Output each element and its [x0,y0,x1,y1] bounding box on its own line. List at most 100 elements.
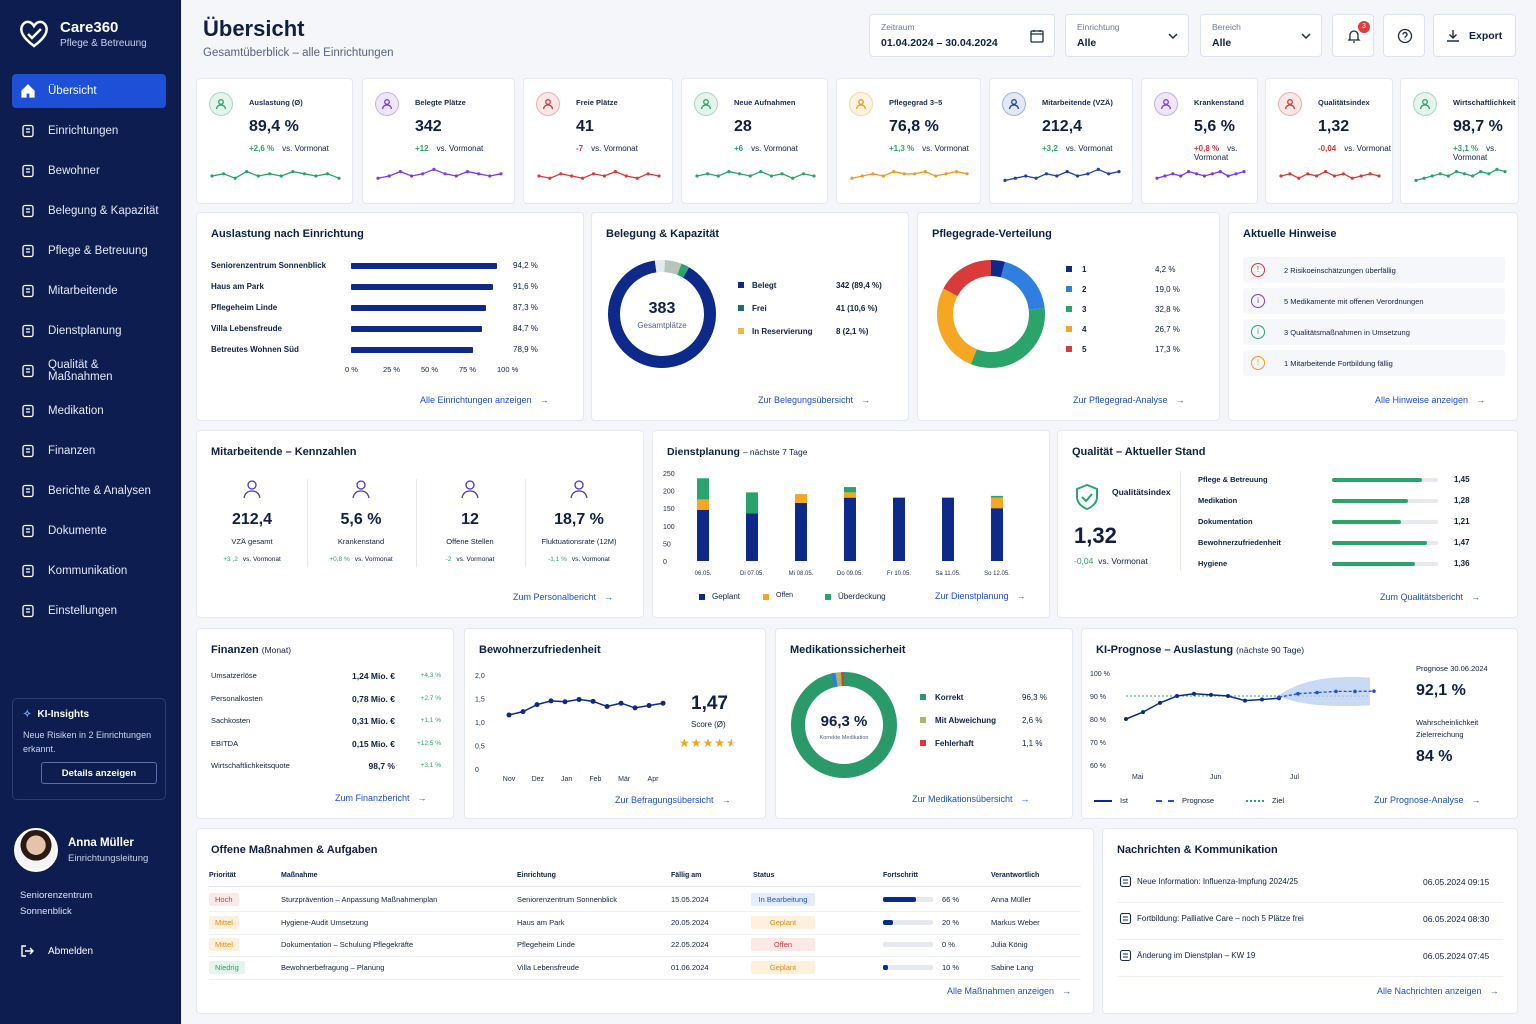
staff-kpi-value: 18,7 % [554,511,604,528]
help-icon [1397,28,1413,44]
sidebar-item-gear[interactable]: Einstellungen [12,594,166,628]
belegung-title: Belegung & Kapazität [606,228,720,240]
table-header: Maßnahme [281,872,318,879]
status-badge: In Bearbeitung [751,893,815,906]
sparkline-point [1034,176,1038,180]
kpi-card[interactable]: Freie Plätze 41 -7 vs. Vormonat [523,78,673,204]
logout-button[interactable]: Abmelden [20,944,93,958]
app-logo[interactable]: Care360 Pflege & Betreuung [18,18,147,50]
sidebar-item-shield[interactable]: Qualität & Maßnahmen [12,354,166,388]
sparkline-point [602,174,607,178]
message-item[interactable]: Änderung im Dienstplan – KW 19 06.05.2024… [1117,947,1503,977]
sidebar-item-building[interactable]: Einrichtungen [12,114,166,148]
table-row[interactable]: Mittel Dokumentation – Schulung Pflegekrä… [197,938,1087,958]
pflegegrade-link[interactable]: Zur Pflegegrad-Analyse → [1073,395,1185,405]
mitarbeitende-link[interactable]: Zum Personalbericht → [513,592,613,602]
hinweis-item[interactable]: ! 2 Risikoeinschätzungen überfällig [1243,257,1505,283]
legend-swatch [699,594,705,600]
belegung-link[interactable]: Zur Belegungsübersicht → [758,395,870,405]
sparkline-point [221,172,226,176]
notifications-button[interactable]: 3 [1332,14,1374,57]
sidebar-item-chat[interactable]: Kommunikation [12,554,166,588]
legend-value: 26,7 % [1155,325,1180,334]
kpi-card[interactable]: Neue Aufnahmen 28 +6 vs. Vormonat [681,78,828,204]
sidebar-item-label: Qualität & Maßnahmen [48,359,113,383]
sidebar-item-staff[interactable]: Mitarbeitende [12,274,166,308]
user-profile[interactable]: Anna Müller Einrichtungsleitung [14,828,148,872]
kpi-card[interactable]: Mitarbeitende (VZÄ) 212,4 +3,2 vs. Vormonat [989,78,1133,204]
bar-segment [893,497,905,561]
kpi-value: 41 [576,118,594,135]
hinweise-link[interactable]: Alle Hinweise anzeigen → [1375,395,1485,405]
kpi-card[interactable]: Auslastung (Ø) 89,4 % +2,6 % vs. Vormonat [196,78,353,204]
zufriedenheit-title: Bewohnerzufriedenheit [479,644,601,656]
kpi-card[interactable]: Pflegegrad 3–5 76,8 % +1,3 % vs. Vormonat [836,78,981,204]
medikation-link[interactable]: Zur Medikationsübersicht → [912,794,1030,804]
sidebar-item-chart[interactable]: Berichte & Analysen [12,474,166,508]
sparkline-point [1086,172,1090,176]
ki-details-button[interactable]: Details anzeigen [41,762,157,784]
sparkline-point [279,174,283,178]
donut-slice [937,260,1045,368]
gauge-icon [209,92,233,116]
sparkline-point [759,170,763,174]
kpi-change-row: +0,8 % vs. Vormonat [1194,144,1257,162]
sidebar-item-pill[interactable]: Medikation [12,394,166,428]
sidebar-item-care[interactable]: Pflege & Betreuung [12,234,166,268]
logout-icon [21,945,34,957]
sidebar-item-calendar[interactable]: Dienstplanung [12,314,166,348]
export-button[interactable]: Export [1433,14,1516,57]
hinweis-item[interactable]: ! 1 Mitarbeitende Fortbildung fällig [1243,350,1505,376]
change-value: -2 [445,556,452,563]
hinweis-item[interactable]: i 3 Qualitätsmaßnahmen in Umsetzung [1243,319,1505,345]
kpi-card[interactable]: Belegte Plätze 342 +12 vs. Vormonat [362,78,515,204]
help-button[interactable] [1383,14,1425,57]
axis-tick: 60 % [1090,763,1106,770]
sidebar-item-bed[interactable]: Belegung & Kapazität [12,194,166,228]
sidebar-item-home[interactable]: Übersicht [12,74,166,108]
calendar-icon [1030,30,1044,43]
prognose-link[interactable]: Zur Prognose-Analyse → [1374,795,1481,805]
legend-swatch [1066,346,1072,352]
finanzen-link-label: Zum Finanzbericht [335,793,410,803]
finance-label: EBITDA [211,738,239,748]
sidebar-item-euro[interactable]: Finanzen [12,434,166,468]
nachrichten-link[interactable]: Alle Nachrichten anzeigen → [1377,986,1499,996]
kpi-card[interactable]: Krankenstand 5,6 % +0,8 % vs. Vormonat [1141,78,1258,204]
quality-label: Dokumentation [1198,517,1253,526]
kpi-card[interactable]: Qualitätsindex 1,32 -0,04 vs. Vormonat [1265,78,1393,204]
qualitaet-link-label: Zum Qualitätsbericht [1380,592,1464,602]
table-header: Status [753,872,775,879]
sparkline-point [1194,172,1199,176]
kpi-sparkline [1279,170,1381,180]
facility-select[interactable]: Einrichtung Alle [1065,14,1189,57]
sidebar-item-document[interactable]: Dokumente [12,514,166,548]
auslastung-bar [351,263,497,269]
kpi-card[interactable]: Wirtschaftlichkeit 98,7 % +3,1 % vs. Vormon… [1400,78,1519,204]
finanzen-link[interactable]: Zum Finanzbericht → [335,793,427,803]
massnahmen-link[interactable]: Alle Maßnahmen anzeigen → [947,986,1071,996]
message-item[interactable]: Neue Information: Influenza-Impfung 2024… [1117,873,1503,903]
sidebar-item-person[interactable]: Bewohner [12,154,166,188]
person-icon [694,92,718,116]
facility-name: Haus am Park [211,282,264,291]
finance-label: Umsatzerlöse [211,671,257,680]
zufriedenheit-score: 1,47 [691,693,728,714]
zufriedenheit-link[interactable]: Zur Befragungsübersicht → [615,795,731,805]
hinweis-item[interactable]: i 5 Medikamente mit offenen Verordnungen [1243,288,1505,314]
sparkline-point [376,176,380,180]
message-item[interactable]: Fortbildung: Palliative Care – noch 5 Pl… [1117,910,1503,940]
period-picker[interactable]: Zeitraum 01.04.2024 – 30.04.2024 [869,14,1055,57]
table-row[interactable]: Niedrig Bewohnerbefragung – Planung Villa … [197,960,1087,981]
info-icon: i [1251,294,1265,308]
legend-value: 2,6 % [1022,716,1043,725]
auslastung-link[interactable]: Alle Einrichtungen anzeigen → [420,395,549,405]
sparkline-point [902,172,906,176]
dienstplan-link[interactable]: Zur Dienstplanung → [935,591,1026,601]
qualitaet-link[interactable]: Zum Qualitätsbericht → [1380,592,1480,602]
bar-segment [942,497,954,561]
table-row[interactable]: Hoch Sturzprävention – Anpassung Maßnahme… [197,893,1087,913]
area-select[interactable]: Bereich Alle [1200,14,1322,57]
table-row[interactable]: Mittel Hygiene-Audit Umsetzung Haus am Par… [197,915,1087,936]
legend-swatch [1066,286,1072,292]
